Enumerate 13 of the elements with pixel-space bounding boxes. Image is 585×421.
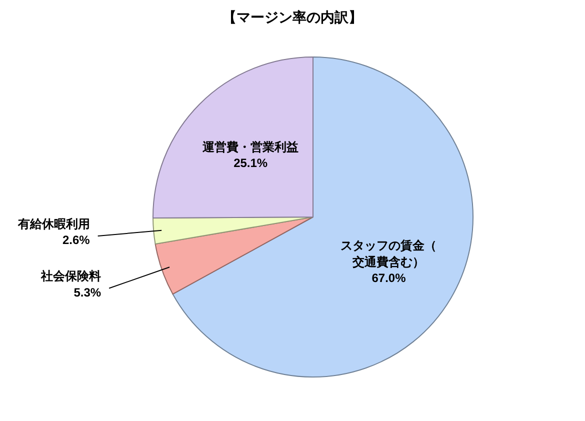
slice-label: 有給休暇利用	[16, 216, 90, 231]
pie-slice	[154, 216, 314, 295]
data-label: 2.6%	[62, 233, 90, 248]
pie-slice	[152, 216, 314, 245]
slice-label: 運営費・営業利益	[202, 140, 299, 154]
slice-label: 社会保険料	[40, 269, 102, 284]
data-label: 25.1%	[234, 156, 268, 170]
slice-label: スタッフの賃金（交通費含む）	[340, 238, 437, 269]
pie-slice	[172, 56, 474, 378]
chart-title: 【マージン率の内訳】	[222, 9, 362, 25]
pie-slice	[152, 56, 314, 219]
data-label: 67.0%	[372, 270, 406, 285]
data-label: 5.3%	[74, 285, 102, 300]
